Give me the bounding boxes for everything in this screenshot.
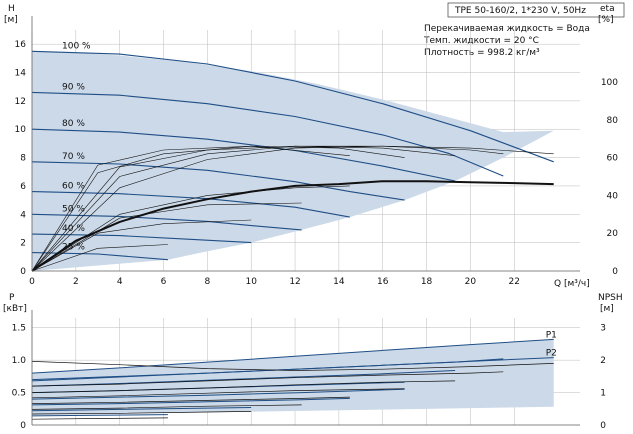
npsh-axis-unit: [м] (600, 304, 614, 314)
q-tick-label: 18 (421, 277, 433, 287)
q-tick-label: 4 (117, 277, 123, 287)
speed-label: 100 % (62, 41, 91, 51)
npsh-curve (31, 396, 350, 404)
qh-panel: 100 %90 %80 %70 %60 %50 %40 %25 %0 2 4 6 8 10… (15, 16, 619, 287)
q-tick-label: 10 (245, 277, 257, 287)
info-line-fluid: Перекачиваемая жидкость = Вода (424, 24, 590, 34)
efficiency-curve-thin (31, 145, 405, 272)
eta-axis-unit: [%] (598, 15, 614, 25)
p-tick-label: 1.0 (12, 356, 27, 366)
power-curve (31, 397, 350, 406)
efficiency-curve-thin (31, 145, 350, 272)
speed-label: 90 % (62, 82, 85, 92)
speed-label: 80 % (62, 119, 85, 129)
npsh-curve (31, 388, 405, 399)
npsh-curve (31, 404, 302, 410)
power-curve-p1 (31, 338, 554, 374)
q-tick-label: 12 (289, 277, 300, 287)
h-tick-label: 0 (20, 267, 26, 277)
efficiency-curve-thin (31, 145, 456, 272)
q-tick-label: 22 (509, 277, 520, 287)
h-axis-label: H (8, 4, 15, 14)
eta-tick-label: 40 (607, 191, 619, 201)
eta-tick-label: 0 (612, 267, 618, 277)
npsh-tick-label: 0 (600, 421, 606, 431)
head-curve-40pct (31, 233, 252, 244)
p-tick-label: 0.5 (12, 389, 26, 399)
title-box (447, 2, 625, 18)
npsh-curve (31, 417, 168, 420)
h-tick-label: 6 (20, 182, 26, 192)
q-tick-label: 8 (204, 277, 210, 287)
eta-tick-label: 20 (607, 229, 619, 239)
head-curve-90pct (31, 91, 504, 177)
head-curve-100pct (31, 50, 554, 163)
npsh-curve (31, 361, 554, 371)
h-tick-label: 12 (15, 97, 26, 107)
head-curve-25pct (31, 252, 168, 261)
h-axis-unit: [м] (4, 15, 18, 25)
p-tick-label: 1.5 (12, 324, 26, 334)
speed-label: 70 % (62, 152, 85, 162)
power-curve (31, 388, 405, 400)
chart-title: TPE 50-160/2, 1*230 V, 50Hz (454, 6, 586, 16)
q-tick-label: 14 (333, 277, 345, 287)
h-tick-label: 14 (15, 69, 27, 79)
power-curve (31, 407, 252, 412)
power-curve-label: P1 (546, 330, 557, 340)
info-line-temp: Темп. жидкости = 20 °C (423, 36, 539, 46)
efficiency-curve-thin (31, 219, 252, 272)
eta-tick-label: 80 (607, 116, 619, 126)
efficiency-curve-thin (31, 244, 168, 272)
speed-label: 25 % (62, 243, 85, 253)
operating-range-area (32, 51, 554, 271)
q-tick-label: 0 (29, 277, 35, 287)
h-tick-label: 16 (15, 40, 27, 50)
npsh-tick-label: 2 (600, 356, 606, 366)
q-tick-label: 6 (161, 277, 167, 287)
efficiency-curve-thin (31, 145, 554, 272)
eta-tick-label: 60 (607, 154, 619, 164)
power-curve (31, 370, 456, 387)
npsh-axis-label: NPSH (598, 293, 623, 303)
power-panel: P1 P2 0 0.5 1.0 1.5 0 1 2 3 (12, 310, 606, 431)
q-tick-label: 20 (465, 277, 477, 287)
info-line-density: Плотность = 998.2 кг/м³ (424, 48, 540, 58)
npsh-curve (31, 371, 504, 387)
npsh-curve (31, 411, 252, 415)
speed-label: 40 % (62, 224, 85, 234)
h-tick-label: 10 (15, 125, 27, 135)
h-tick-label: 2 (20, 239, 26, 249)
power-curve (31, 358, 504, 381)
npsh-tick-label: 3 (600, 324, 606, 334)
efficiency-curve-thin (31, 202, 302, 272)
npsh-curve (31, 380, 456, 393)
q-tick-label: 2 (73, 277, 79, 287)
h-tick-label: 8 (20, 154, 26, 164)
npsh-tick-label: 1 (600, 389, 606, 399)
eta-tick-label: 100 (601, 78, 618, 88)
p-tick-label: 0 (20, 421, 26, 431)
p-axis-label: P (9, 293, 15, 303)
speed-label: 60 % (62, 182, 85, 192)
h-tick-label: 4 (20, 210, 26, 220)
eta-axis-label: eta (600, 4, 615, 14)
q-tick-label: 16 (377, 277, 389, 287)
efficiency-curve-thin (31, 185, 350, 272)
p-axis-unit: [кВт] (3, 304, 27, 314)
power-curve-label: P2 (546, 349, 557, 359)
q-axis-label: Q [м³/ч] (554, 279, 590, 289)
head-curve-80pct (31, 128, 456, 182)
efficiency-curve-main (31, 180, 554, 272)
power-curve (31, 414, 168, 417)
